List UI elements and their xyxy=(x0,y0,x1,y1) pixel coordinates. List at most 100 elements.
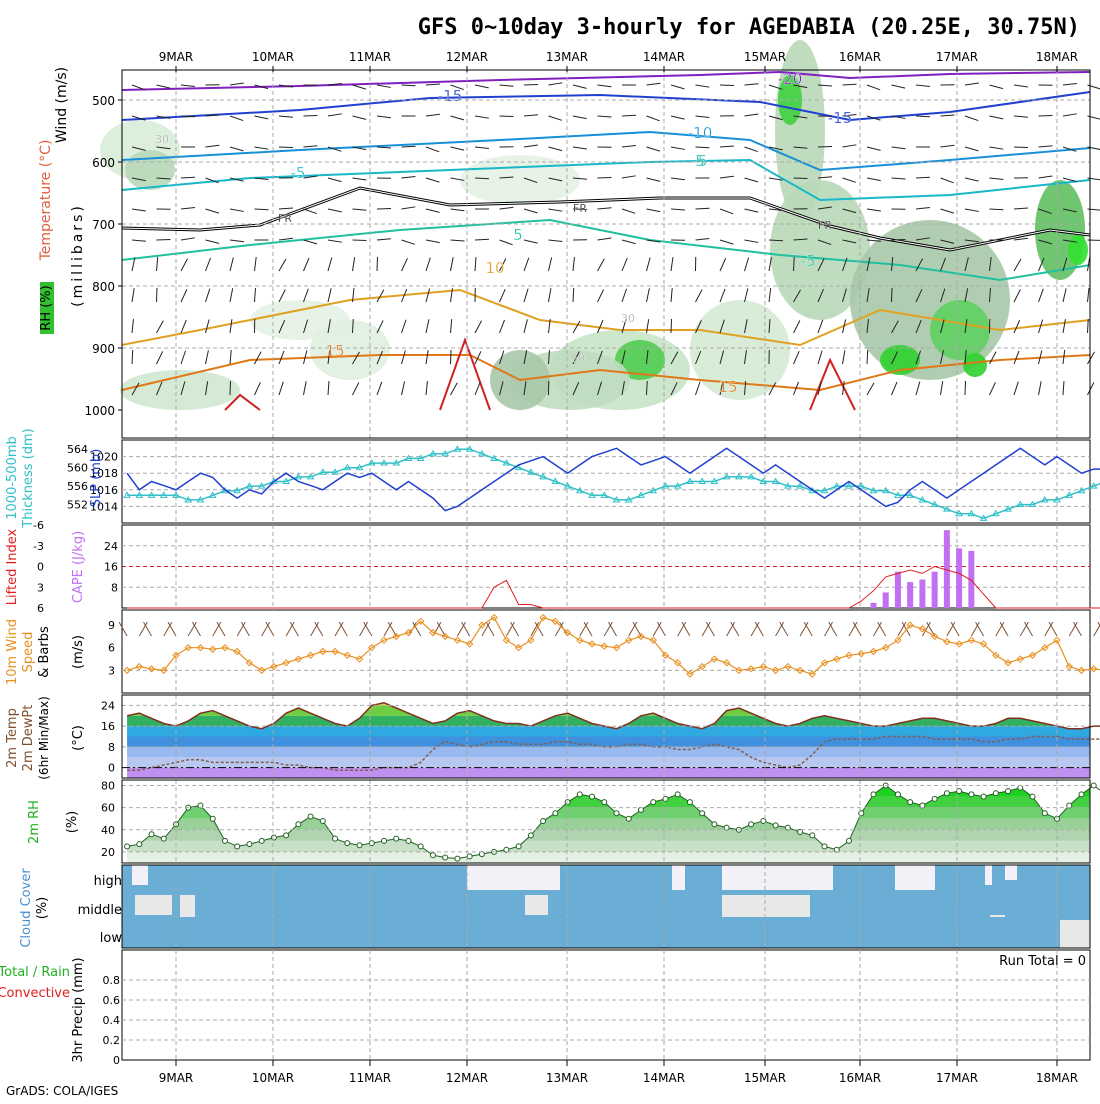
rh-marker-15 xyxy=(308,814,313,819)
cloud-label: Cloud Cover xyxy=(19,868,34,948)
rh-marker-59 xyxy=(846,838,851,843)
cloud-level-0: high xyxy=(94,874,122,889)
bottom-date-label-9: 18MAR xyxy=(1036,1071,1078,1085)
rh-marker-3 xyxy=(161,836,166,841)
temp-band-4 xyxy=(122,726,1090,736)
contour-label-11: 15 xyxy=(718,378,737,396)
cloud-gap-5 xyxy=(1005,865,1017,880)
rh-marker-47 xyxy=(700,811,705,816)
rh-label: 2m RH xyxy=(27,800,42,844)
top-date-label-1: 10MAR xyxy=(252,50,294,64)
cloud-gap-6 xyxy=(672,865,685,890)
top-date-label-4: 13MAR xyxy=(546,50,588,64)
rh-marker-36 xyxy=(565,800,570,805)
contour-label-12: FR xyxy=(278,212,292,225)
li-tick-4: 6 xyxy=(37,602,44,615)
cape-bar-3 xyxy=(907,582,913,608)
temp-label1: 2m Temp xyxy=(5,708,20,768)
cloud-gap-13 xyxy=(990,915,1005,917)
thick-ltick-2: 556 xyxy=(67,480,88,493)
wind-label1: 10m Wind xyxy=(5,619,20,685)
rh-marker-13 xyxy=(284,833,289,838)
chart-title: GFS 0~10day 3-hourly for AGEDABIA (20.25… xyxy=(418,15,1080,40)
cape-label-left: Lifted Index xyxy=(5,528,20,605)
precip-frame xyxy=(122,950,1090,1060)
bottom-date-label-3: 12MAR xyxy=(446,1071,488,1085)
rh-marker-28 xyxy=(467,854,472,859)
contour-label-8: 5 xyxy=(695,152,705,170)
wind-label3: & Barbs xyxy=(37,626,52,678)
temp-label2: 2m DewPt xyxy=(21,705,36,772)
footer-credit: GrADS: COLA/IGES xyxy=(6,1084,118,1098)
rh-marker-60 xyxy=(859,811,864,816)
thick-ltick-0: 564 xyxy=(67,443,88,456)
rh-marker-24 xyxy=(418,844,423,849)
bottom-date-label-6: 15MAR xyxy=(744,1071,786,1085)
rh-shade-19 xyxy=(963,353,987,377)
cloud-level-1: middle xyxy=(78,903,122,918)
top-date-label-5: 14MAR xyxy=(643,50,685,64)
rh-marker-67 xyxy=(944,791,949,796)
temp-band-0 xyxy=(122,768,1090,778)
rh-marker-12 xyxy=(271,835,276,840)
precip-run-total: Run Total = 0 xyxy=(999,954,1086,969)
cloud-gap-2 xyxy=(722,865,820,890)
cloud-gap-3 xyxy=(820,865,833,890)
wind-label2: Speed xyxy=(21,632,36,673)
rh-marker-9 xyxy=(235,844,240,849)
rh-shade-1 xyxy=(125,150,175,190)
cape-bar-0 xyxy=(870,603,876,608)
temp-label3: (6hr Min/Max) xyxy=(37,696,51,780)
wind-tick-2: 3 xyxy=(108,664,115,677)
rh-marker-38 xyxy=(590,794,595,799)
precip-tick-3: 0.2 xyxy=(103,1034,121,1047)
precip-label3: 3hr Precip (mm) xyxy=(71,957,86,1062)
contour-label-0: -20 xyxy=(778,70,803,88)
rh-marker-23 xyxy=(406,838,411,843)
cloud-gap-4 xyxy=(985,865,992,885)
rh-marker-53 xyxy=(773,823,778,828)
wind-tick-0: 9 xyxy=(108,619,115,632)
upper-ytick-3: 800 xyxy=(92,280,115,294)
rh-marker-56 xyxy=(810,833,815,838)
contour-label-9: 10 xyxy=(485,259,504,277)
rh-marker-26 xyxy=(443,855,448,860)
contour-label-17: 50 xyxy=(571,352,585,365)
slp-label-right: SLP (mb) xyxy=(89,449,104,508)
rh-band-1 xyxy=(122,841,1090,852)
cloud-label-unit: (%) xyxy=(35,897,50,920)
rh-marker-69 xyxy=(969,792,974,797)
rh-marker-43 xyxy=(651,800,656,805)
rh-marker-34 xyxy=(541,818,546,823)
cape-bar-5 xyxy=(932,572,938,608)
cape-bar-1 xyxy=(883,592,889,608)
cloud-gap-7 xyxy=(895,865,935,890)
top-date-label-7: 16MAR xyxy=(839,50,881,64)
rh-marker-14 xyxy=(296,822,301,827)
rh-shade-16 xyxy=(310,320,390,380)
li-tick-3: 3 xyxy=(37,581,44,594)
bottom-date-label-5: 14MAR xyxy=(643,1071,685,1085)
cape-tick-0: 24 xyxy=(104,540,118,553)
contour-label-14: FR xyxy=(818,219,832,232)
upper-ytick-0: 500 xyxy=(92,94,115,108)
cloud-cover-panel: high middle low Cloud Cover(%) xyxy=(19,865,1090,948)
temp-band-3 xyxy=(122,737,1090,747)
bottom-date-label-8: 17MAR xyxy=(936,1071,978,1085)
cloud-level-2: low xyxy=(100,931,123,946)
rh-label-unit: (%) xyxy=(65,811,80,834)
precip-tick-1: 0.6 xyxy=(103,994,121,1007)
bottom-date-label-1: 10MAR xyxy=(252,1071,294,1085)
bottom-date-label-7: 16MAR xyxy=(839,1071,881,1085)
li-tick-2: 0 xyxy=(37,561,44,574)
cloud-gap-9 xyxy=(180,895,195,917)
upper-label-wind: Wind (m/s) xyxy=(54,67,70,143)
cloud-gap-1 xyxy=(467,865,560,890)
rh-marker-7 xyxy=(210,816,215,821)
precip-tick-2: 0.4 xyxy=(103,1014,121,1027)
rh-marker-71 xyxy=(993,791,998,796)
contour-label-7: 5 xyxy=(513,226,523,244)
